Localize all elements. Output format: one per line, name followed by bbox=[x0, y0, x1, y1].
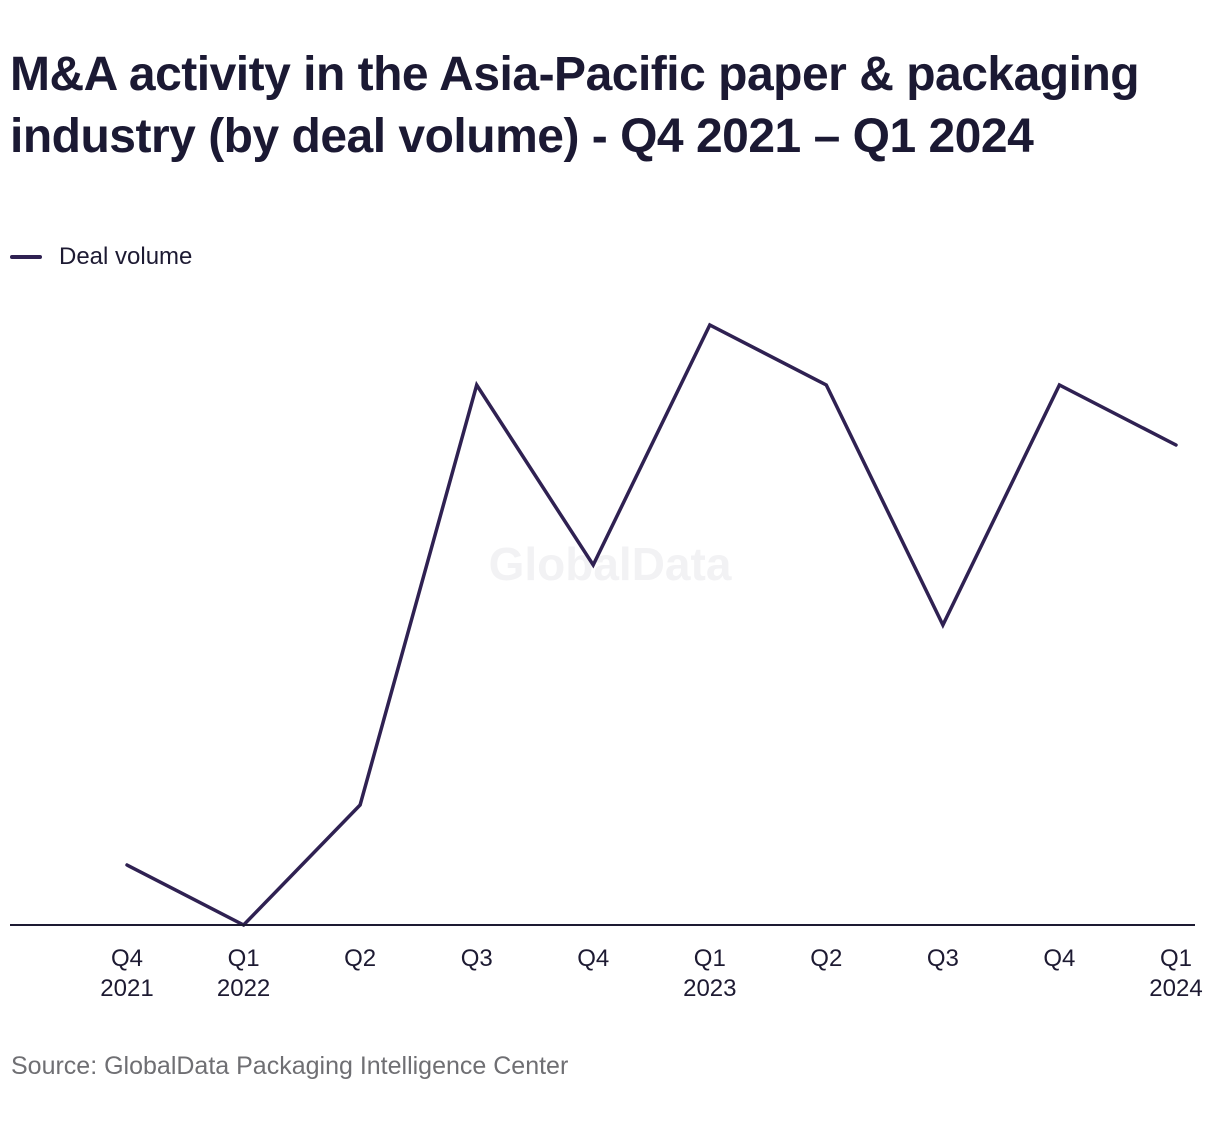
source-note: Source: GlobalData Packaging Intelligenc… bbox=[11, 1052, 569, 1080]
legend-label-deal-volume: Deal volume bbox=[59, 243, 193, 270]
x-tick-label: Q1 2024 bbox=[1149, 945, 1202, 1002]
legend-swatch bbox=[10, 255, 42, 259]
data-point bbox=[1056, 382, 1062, 388]
data-point bbox=[823, 382, 829, 388]
data-point bbox=[124, 862, 130, 868]
data-point bbox=[1173, 442, 1179, 448]
x-tick-label: Q3 bbox=[927, 945, 959, 972]
x-tick-label: Q4 2021 bbox=[100, 945, 153, 1002]
data-point bbox=[590, 562, 596, 568]
x-tick-label: Q3 bbox=[461, 945, 493, 972]
chart-title: M&A activity in the Asia-Pacific paper &… bbox=[10, 48, 1140, 163]
data-point bbox=[940, 622, 946, 628]
x-tick-label: Q1 2022 bbox=[217, 945, 270, 1002]
x-tick-label: Q1 2023 bbox=[683, 945, 736, 1002]
plot-area bbox=[124, 322, 1179, 928]
x-tick-label: Q4 bbox=[577, 945, 609, 972]
legend: Deal volume bbox=[10, 242, 192, 272]
series-line-deal-volume bbox=[125, 322, 1178, 928]
data-point bbox=[357, 802, 363, 808]
x-axis: Q4 2021 Q1 2022 Q2 Q3 Q4 Q1 2023 Q2 Q3 Q4 Q1 2024 bbox=[10, 924, 1203, 1002]
x-tick-label: Q4 bbox=[1043, 945, 1075, 972]
watermark: GlobalData bbox=[489, 538, 732, 590]
data-point bbox=[707, 322, 713, 328]
data-point bbox=[474, 382, 480, 388]
x-tick-label: Q2 bbox=[344, 945, 376, 972]
x-tick-label: Q2 bbox=[810, 945, 842, 972]
